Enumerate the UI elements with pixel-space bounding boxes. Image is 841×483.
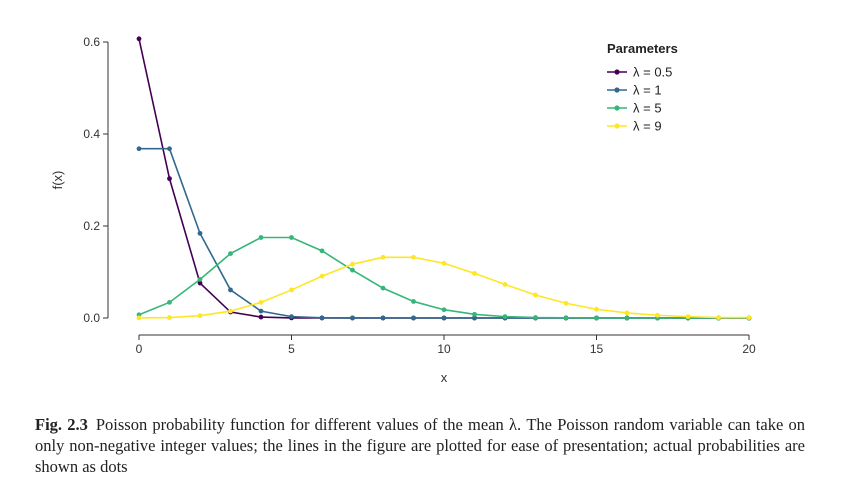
- data-point: [746, 315, 752, 320]
- data-point: [380, 315, 386, 321]
- data-point: [350, 267, 355, 273]
- caption-label: Fig. 2.3: [35, 415, 88, 434]
- figure-caption: Fig. 2.3 Poisson probability function for…: [35, 414, 805, 477]
- data-point: [167, 315, 172, 320]
- data-point: [228, 308, 233, 314]
- legend-item: λ = 0.5: [607, 65, 672, 80]
- data-point: [380, 254, 386, 260]
- chart-axes: 0.0 0.2 0.4 0.6 0 5 10 15 20: [83, 35, 756, 356]
- data-point: [258, 235, 264, 240]
- data-point: [502, 282, 508, 287]
- series-2: [136, 146, 752, 321]
- data-point: [197, 230, 203, 236]
- y-tick-label: 0.4: [83, 127, 100, 141]
- data-point: [228, 287, 233, 293]
- series-3: [136, 235, 752, 321]
- data-point: [197, 313, 203, 319]
- series-line: [139, 147, 749, 319]
- y-axis-title: f(x): [50, 171, 65, 190]
- data-point: [350, 261, 355, 267]
- series-4: [136, 254, 752, 321]
- legend-swatch-dot: [614, 123, 620, 129]
- data-point: [228, 251, 233, 256]
- data-point: [502, 314, 508, 320]
- data-point: [350, 315, 355, 321]
- legend-item: λ = 9: [607, 119, 662, 134]
- data-point: [136, 36, 142, 42]
- y-tick-label: 0.0: [83, 311, 100, 325]
- data-point: [685, 314, 691, 320]
- legend-label: λ = 0.5: [633, 65, 672, 80]
- data-point: [472, 315, 477, 321]
- data-point: [167, 299, 172, 305]
- legend-swatch-dot: [614, 87, 620, 93]
- data-point: [319, 273, 325, 279]
- data-point: [258, 299, 264, 305]
- data-point: [319, 315, 325, 321]
- legend-label: λ = 5: [633, 101, 662, 116]
- data-point: [258, 314, 264, 320]
- x-tick-label: 0: [136, 342, 143, 356]
- data-point: [594, 315, 599, 321]
- legend-item: λ = 5: [607, 101, 662, 116]
- data-point: [716, 315, 721, 320]
- x-tick-label: 5: [288, 342, 295, 356]
- data-point: [258, 308, 264, 314]
- x-tick-label: 10: [437, 342, 451, 356]
- legend-label: λ = 9: [633, 119, 662, 134]
- legend-swatch-dot: [614, 105, 620, 111]
- data-point: [411, 299, 416, 304]
- data-point: [136, 315, 142, 321]
- data-point: [289, 314, 294, 320]
- poisson-chart: 0.0 0.2 0.4 0.6 0 5 10 15 20 Parameters λ = 0.5 λ …: [50, 35, 756, 385]
- chart-legend: Parameters λ = 0.5 λ = 1 λ = 5 λ = 9: [607, 41, 678, 134]
- data-point: [167, 146, 172, 152]
- data-point: [655, 312, 660, 318]
- data-point: [197, 276, 203, 282]
- data-point: [472, 311, 477, 317]
- data-point: [167, 176, 172, 182]
- data-point: [563, 300, 569, 306]
- data-point: [533, 315, 538, 320]
- data-point: [289, 287, 294, 293]
- x-tick-label: 15: [590, 342, 604, 356]
- data-point: [624, 315, 630, 321]
- legend-swatch-dot: [614, 69, 620, 75]
- x-axis-title: x: [441, 370, 448, 385]
- chart-series: [136, 36, 752, 321]
- data-point: [563, 315, 569, 321]
- legend-title: Parameters: [607, 41, 678, 56]
- series-line: [138, 38, 749, 319]
- data-point: [197, 280, 203, 286]
- data-point: [441, 315, 447, 321]
- data-point: [289, 235, 294, 240]
- data-point: [624, 310, 630, 316]
- y-tick-label: 0.2: [83, 219, 100, 233]
- caption-text: Poisson probability function for differe…: [35, 415, 805, 476]
- data-point: [319, 248, 325, 254]
- y-tick-label: 0.6: [83, 35, 100, 49]
- legend-item: λ = 1: [607, 83, 662, 98]
- data-point: [594, 306, 599, 312]
- data-point: [533, 292, 538, 298]
- legend-label: λ = 1: [633, 83, 662, 98]
- x-tick-label: 20: [742, 342, 756, 356]
- data-point: [472, 270, 477, 276]
- series-line: [138, 236, 749, 319]
- data-point: [441, 260, 447, 266]
- data-point: [136, 146, 142, 152]
- data-point: [411, 315, 416, 321]
- data-point: [441, 307, 447, 313]
- data-point: [411, 254, 416, 260]
- data-point: [380, 285, 386, 291]
